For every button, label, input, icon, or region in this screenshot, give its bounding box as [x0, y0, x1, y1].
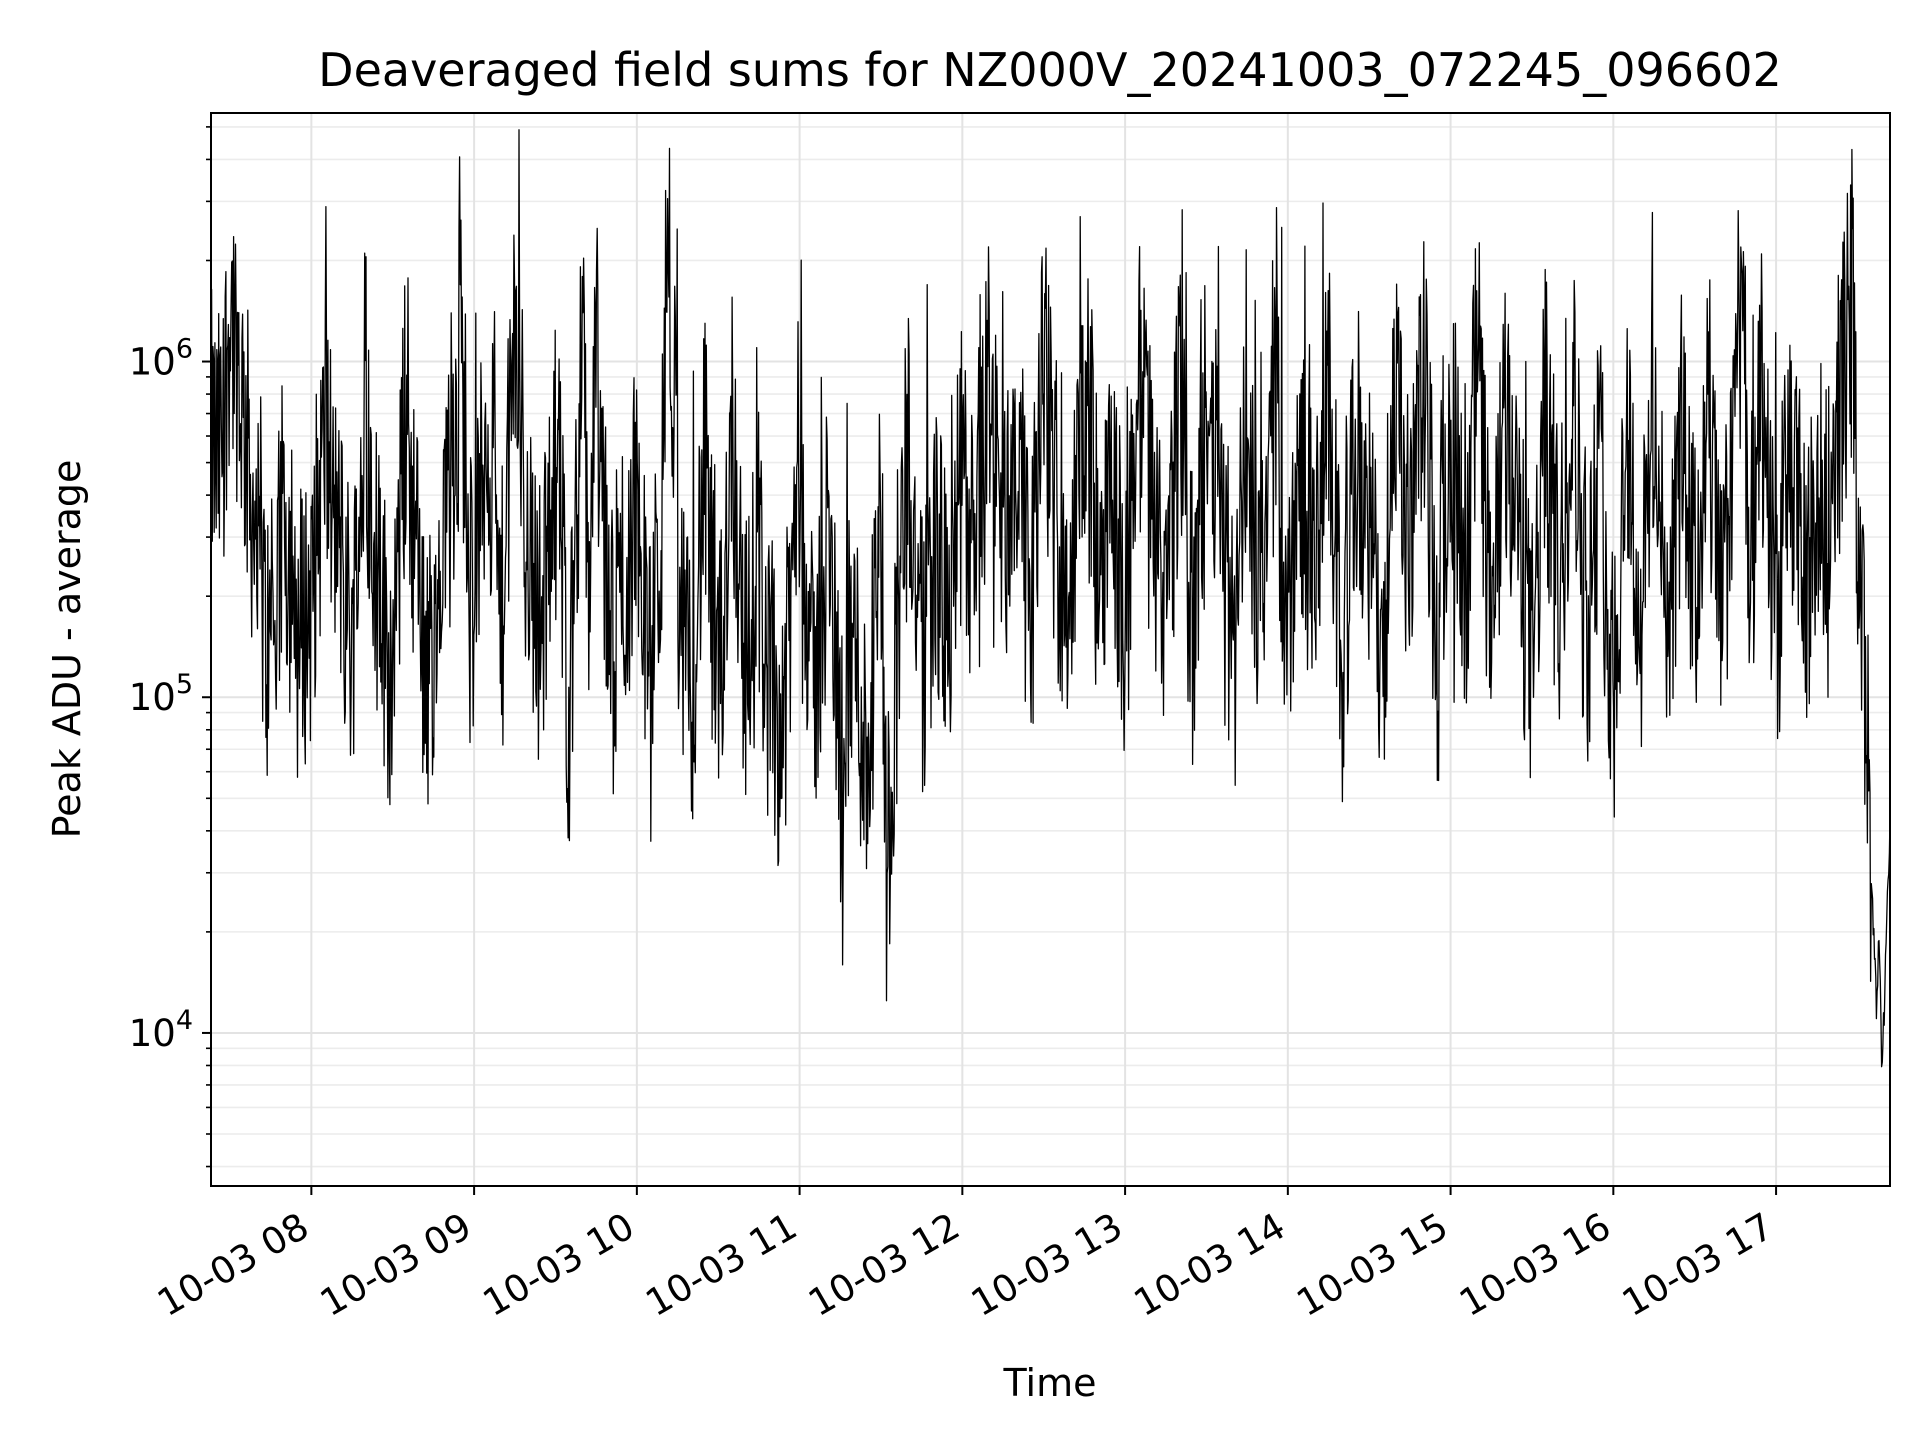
- y-axis-label: Peak ADU - average: [45, 460, 89, 839]
- series-line: [210, 129, 1891, 1068]
- chart-title: Deaveraged field sums for NZ000V_2024100…: [318, 43, 1782, 97]
- x-axis-label: Time: [1003, 1361, 1097, 1405]
- y-axis: 104 105 106: [129, 126, 211, 1168]
- y-tick-label: 106: [129, 334, 193, 384]
- y-tick-label: 104: [129, 1005, 193, 1055]
- y-tick-label: 105: [129, 669, 193, 719]
- plot-frame: [210, 112, 1891, 1187]
